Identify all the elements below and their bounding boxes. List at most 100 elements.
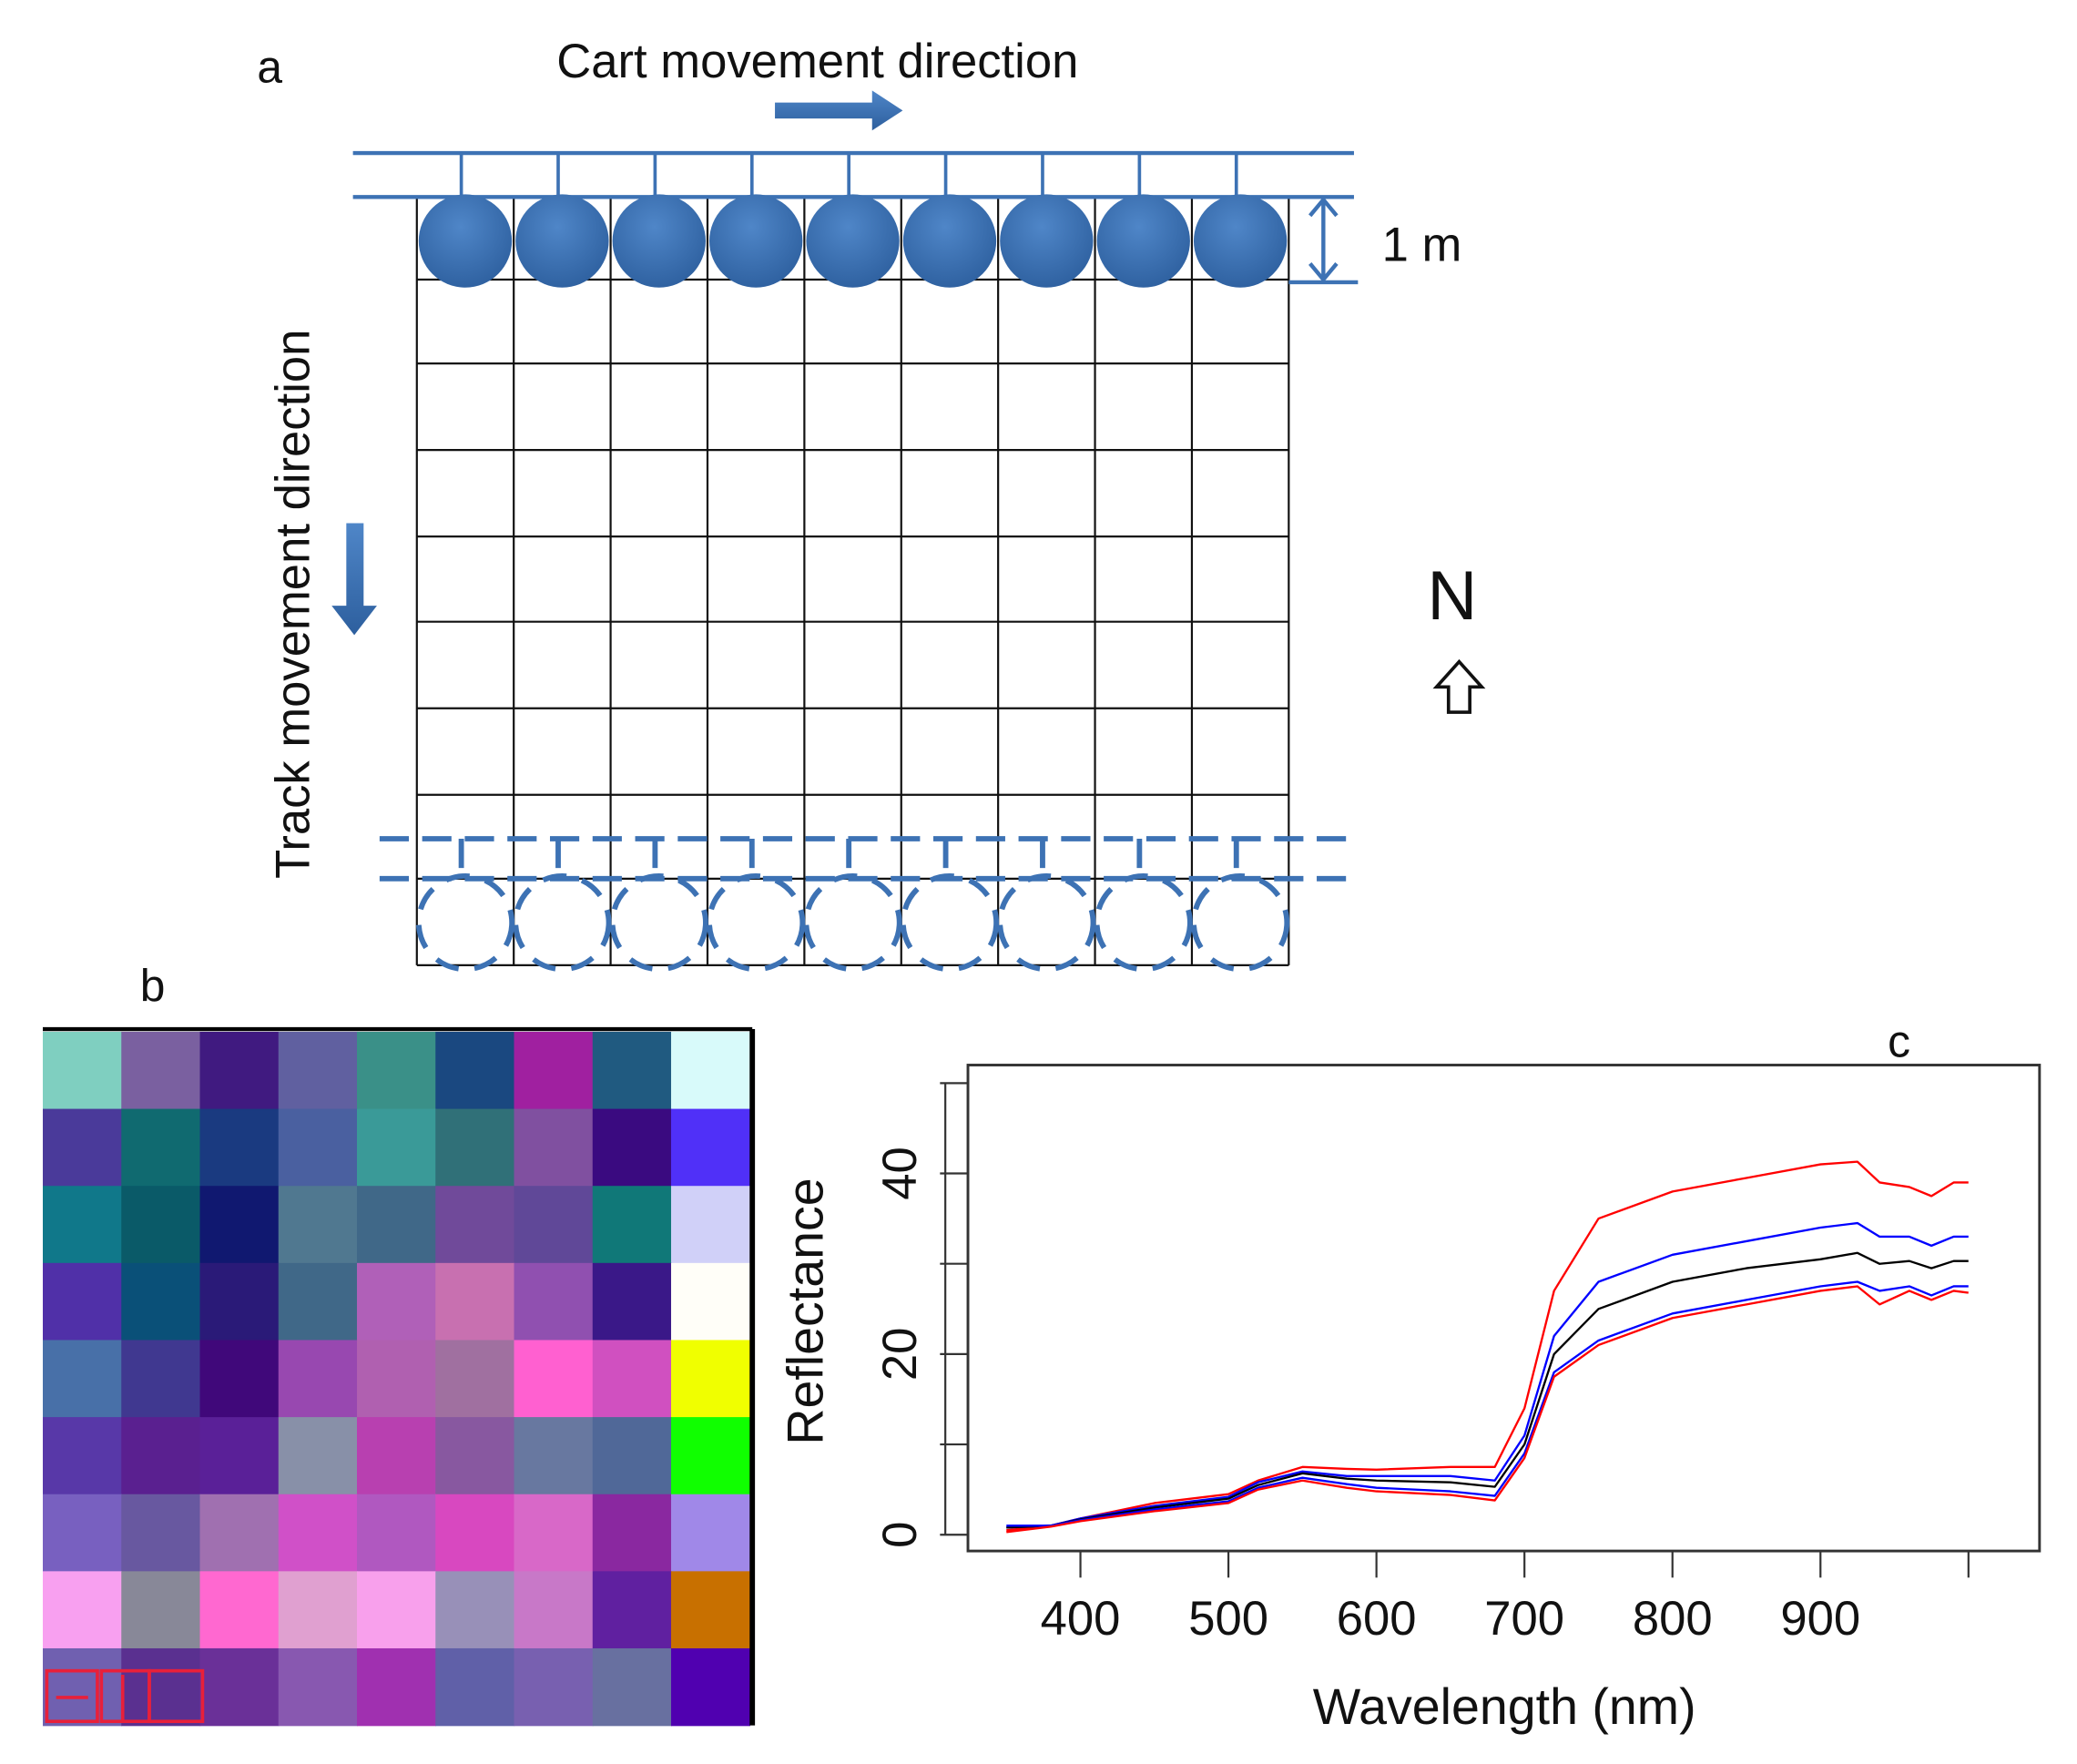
image-pixel <box>199 1647 280 1727</box>
image-pixel <box>278 1647 358 1727</box>
y-tick-label: 40 <box>873 1147 927 1200</box>
image-pixel <box>435 1494 515 1573</box>
sensor-footprint <box>902 194 997 288</box>
image-pixel <box>121 1340 201 1418</box>
image-pixel <box>121 1108 201 1187</box>
image-pixel <box>435 1262 515 1341</box>
image-pixel <box>671 1186 751 1264</box>
cart-current <box>352 150 1354 288</box>
selection-boxes <box>45 1668 205 1724</box>
image-pixel <box>357 1340 436 1418</box>
x-tick-label: 800 <box>1633 1592 1713 1646</box>
x-tick-label: 600 <box>1337 1592 1417 1646</box>
image-pixel <box>357 1571 436 1649</box>
y-tick-label: 0 <box>873 1522 927 1548</box>
image-pixel <box>278 1494 358 1573</box>
image-pixel <box>199 1340 280 1418</box>
x-tick-label: 400 <box>1041 1592 1121 1646</box>
image-pixel <box>592 1108 672 1187</box>
panel-a: a Cart movement direction Track movement… <box>257 35 1486 973</box>
image-pixel <box>278 1031 358 1110</box>
image-pixel <box>121 1417 201 1495</box>
image-pixel <box>514 1647 594 1727</box>
image-pixel <box>357 1494 436 1573</box>
image-pixel <box>121 1647 201 1727</box>
cart-direction-label: Cart movement direction <box>556 35 1078 88</box>
cart-direction-arrow-icon <box>775 90 903 131</box>
hyperspectral-image <box>43 1031 751 1727</box>
sensor-footprint-next <box>997 872 1096 973</box>
series-line-lower-red <box>1006 1285 1969 1534</box>
image-pixel <box>121 1186 201 1264</box>
series-line-upper-blue <box>1006 1221 1969 1529</box>
image-pixel <box>592 1031 672 1110</box>
image-pixel <box>121 1494 201 1573</box>
image-pixel <box>435 1186 515 1264</box>
plot-grid <box>415 197 1290 966</box>
image-pixel <box>199 1031 280 1110</box>
x-tick-label: 500 <box>1188 1592 1268 1646</box>
image-pixel <box>435 1571 515 1649</box>
image-pixel <box>357 1262 436 1341</box>
image-pixel <box>43 1262 122 1341</box>
x-axis: 400 500 600 700 800 900 <box>1041 1551 1970 1646</box>
image-pixel <box>43 1108 122 1187</box>
image-pixel <box>121 1571 201 1649</box>
x-tick-label: 900 <box>1780 1592 1860 1646</box>
image-pixel <box>43 1417 122 1495</box>
image-pixel <box>357 1031 436 1110</box>
plot-frame <box>966 1064 2041 1553</box>
image-pixel <box>121 1031 201 1110</box>
image-pixel <box>43 1494 122 1573</box>
panel-a-label: a <box>257 42 282 93</box>
image-pixel <box>278 1108 358 1187</box>
series-line-mean-black <box>1006 1251 1969 1529</box>
image-pixel <box>278 1417 358 1495</box>
sensor-footprint-next <box>1094 872 1193 973</box>
sensor-footprint-next <box>415 872 515 973</box>
track-direction-arrow-icon <box>331 523 377 636</box>
image-pixel <box>435 1647 515 1727</box>
panel-b-label: b <box>140 960 166 1011</box>
image-pixel <box>671 1494 751 1573</box>
sensor-footprint-next <box>707 872 806 973</box>
series-line-upper-red <box>1006 1160 1969 1532</box>
image-pixel <box>592 1340 672 1418</box>
image-pixel <box>357 1647 436 1727</box>
image-pixel <box>199 1417 280 1495</box>
sensor-footprint <box>1096 194 1190 288</box>
image-pixel <box>514 1262 594 1341</box>
x-tick-label: 700 <box>1484 1592 1564 1646</box>
image-pixel <box>435 1417 515 1495</box>
image-pixel <box>514 1417 594 1495</box>
image-pixel <box>278 1186 358 1264</box>
image-pixel <box>671 1340 751 1418</box>
image-pixel <box>514 1108 594 1187</box>
image-pixel <box>671 1571 751 1649</box>
image-pixel <box>278 1571 358 1649</box>
image-pixel <box>199 1108 280 1187</box>
image-pixel <box>592 1571 672 1649</box>
image-pixel <box>671 1647 751 1727</box>
image-pixel <box>671 1262 751 1341</box>
image-pixel <box>592 1186 672 1264</box>
image-pixel <box>514 1031 594 1110</box>
sensor-footprint <box>806 194 900 288</box>
y-axis: 0 20 40 <box>873 1082 969 1548</box>
image-pixel <box>592 1494 672 1573</box>
y-axis-label: Reflectance <box>778 1178 834 1444</box>
sensor-footprint-next <box>609 872 708 973</box>
image-pixel <box>671 1417 751 1495</box>
scale-marker <box>1288 196 1359 285</box>
image-pixel <box>199 1571 280 1649</box>
image-pixel <box>43 1031 122 1110</box>
sensor-footprint <box>709 194 803 288</box>
image-pixel <box>278 1340 358 1418</box>
sensor-footprint <box>612 194 706 288</box>
image-pixel <box>199 1494 280 1573</box>
image-pixel <box>357 1186 436 1264</box>
cart-next-position <box>379 836 1354 973</box>
image-pixel <box>514 1494 594 1573</box>
y-tick-label: 20 <box>873 1328 927 1382</box>
